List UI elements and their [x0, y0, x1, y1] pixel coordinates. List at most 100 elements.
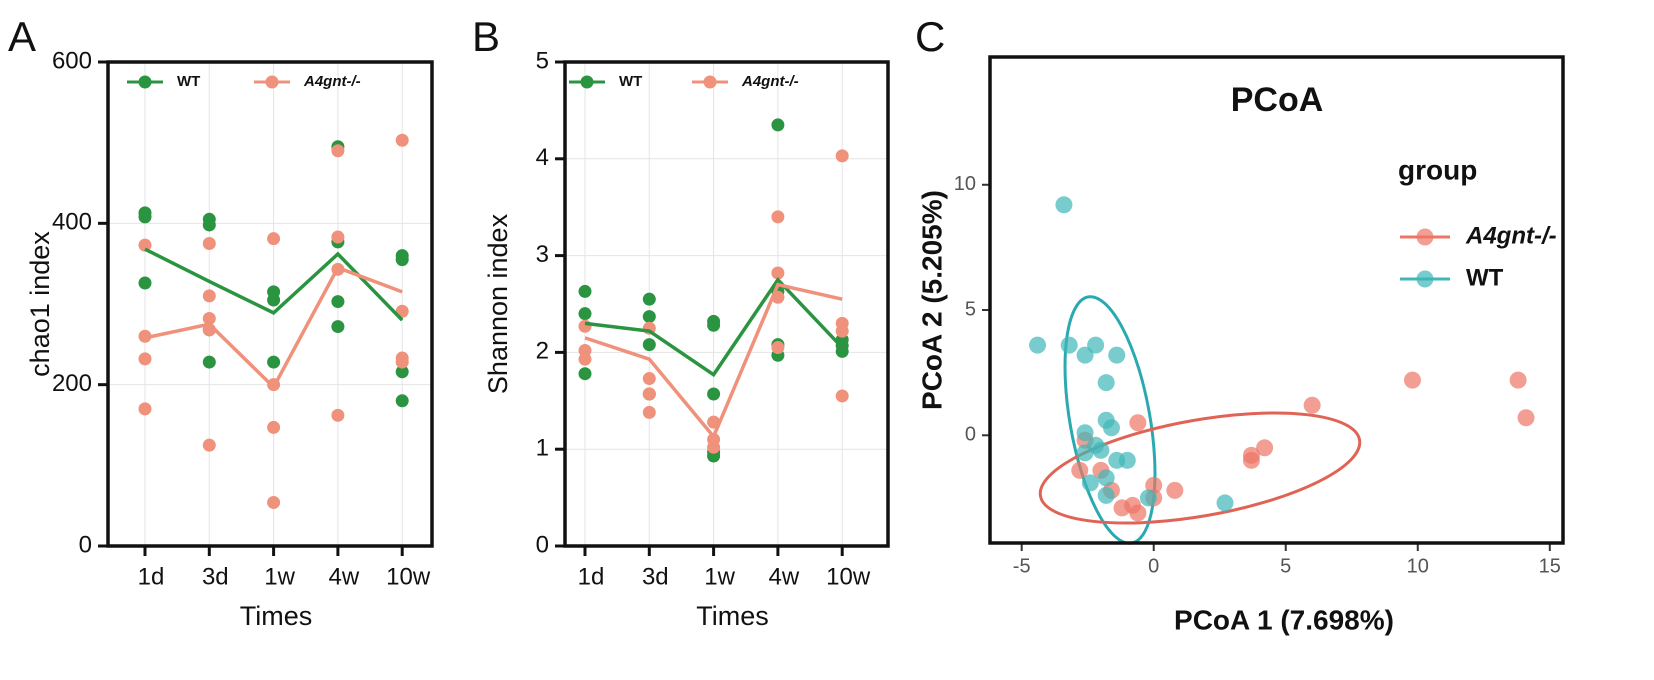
a4gnt-ellipse	[1038, 411, 1362, 525]
data-point	[1166, 481, 1184, 499]
y-tick-label: 5	[965, 298, 976, 320]
y-tick-label: 4	[536, 144, 549, 171]
data-point	[578, 352, 592, 366]
data-point	[395, 394, 409, 408]
data-point	[1055, 196, 1073, 214]
data-point	[771, 210, 785, 224]
x-tick-label: 4w	[329, 563, 360, 590]
x-tick-label: 1d	[578, 563, 605, 590]
data-point	[1517, 409, 1535, 427]
data-point	[707, 440, 721, 454]
x-tick-label: 1w	[704, 563, 735, 590]
data-point	[395, 365, 409, 379]
data-point	[835, 389, 849, 403]
panel-letter: A	[8, 13, 36, 60]
data-point	[835, 149, 849, 163]
data-point	[1097, 469, 1115, 487]
data-point	[331, 320, 345, 334]
y-tick-label: 0	[79, 531, 92, 558]
data-point	[1081, 474, 1099, 492]
data-point	[1076, 424, 1094, 442]
data-point	[267, 420, 281, 434]
data-point	[1129, 414, 1147, 432]
plot-frame	[563, 60, 890, 548]
data-point	[642, 338, 656, 352]
data-point	[202, 237, 216, 250]
mean-line	[144, 265, 403, 390]
legend-title: group	[1398, 154, 1477, 185]
data-point	[267, 495, 281, 509]
x-tick-label: -5	[1013, 555, 1031, 577]
data-point	[578, 319, 592, 333]
data-point	[202, 289, 216, 303]
data-point	[707, 318, 721, 332]
data-point	[267, 293, 281, 307]
data-point	[202, 218, 216, 232]
legend-label: WT	[177, 73, 200, 90]
data-point	[578, 367, 592, 381]
data-point	[1092, 441, 1110, 459]
data-point	[138, 276, 152, 290]
data-point	[138, 352, 152, 366]
legend-marker	[580, 75, 594, 89]
data-point	[642, 387, 656, 401]
y-axis-label: chao1 index	[25, 231, 55, 377]
data-point	[642, 310, 656, 324]
data-point	[202, 438, 216, 452]
data-point	[771, 266, 785, 280]
data-point	[1097, 486, 1115, 504]
data-point	[267, 232, 281, 246]
y-tick-label: 600	[52, 47, 92, 74]
legend-label: WT	[1466, 264, 1504, 291]
data-point	[1139, 489, 1157, 507]
data-point	[642, 372, 656, 386]
x-tick-label: 4w	[769, 563, 800, 590]
panel-letter: B	[472, 13, 500, 60]
data-point	[395, 253, 409, 267]
data-point	[138, 238, 152, 252]
data-point	[642, 292, 656, 306]
y-tick-label: 0	[965, 424, 976, 446]
x-tick-label: 3d	[642, 563, 669, 590]
data-point	[331, 230, 345, 244]
legend-label: A4gnt-/-	[303, 73, 361, 90]
data-point	[771, 118, 785, 132]
chart-title: PCoA	[1231, 81, 1324, 119]
legend-marker	[1416, 270, 1434, 288]
x-tick-label: 1d	[138, 563, 165, 590]
data-point	[578, 307, 592, 321]
data-point	[267, 355, 281, 369]
data-point	[1097, 374, 1115, 392]
legend-marker	[1416, 228, 1434, 246]
data-point	[707, 387, 721, 401]
data-point	[1102, 419, 1120, 437]
data-point	[1060, 336, 1078, 354]
data-point	[1129, 504, 1147, 522]
data-point	[1509, 371, 1527, 389]
data-point	[202, 355, 216, 369]
x-tick-label: 5	[1280, 555, 1291, 577]
mean-line	[584, 277, 844, 378]
legend-label: A4gnt-/-	[1465, 222, 1557, 249]
data-point	[1087, 336, 1105, 354]
panel-letter: C	[915, 13, 945, 60]
plot-frame	[988, 55, 1565, 545]
data-point	[395, 133, 409, 147]
legend-label: A4gnt-/-	[741, 73, 799, 90]
data-point	[138, 402, 152, 416]
data-point	[1076, 346, 1094, 364]
x-tick-label: 15	[1539, 555, 1561, 577]
data-point	[771, 341, 785, 355]
x-tick-label: 10	[1407, 555, 1429, 577]
legend-marker	[138, 75, 152, 89]
data-point	[1256, 439, 1274, 457]
x-tick-label: 10w	[386, 563, 431, 590]
x-axis-label: Times	[696, 601, 769, 631]
y-tick-label: 2	[536, 338, 549, 365]
data-point	[835, 344, 849, 358]
data-point	[138, 210, 152, 224]
data-point	[642, 405, 656, 419]
y-tick-label: 3	[536, 241, 549, 268]
data-point	[1403, 371, 1421, 389]
